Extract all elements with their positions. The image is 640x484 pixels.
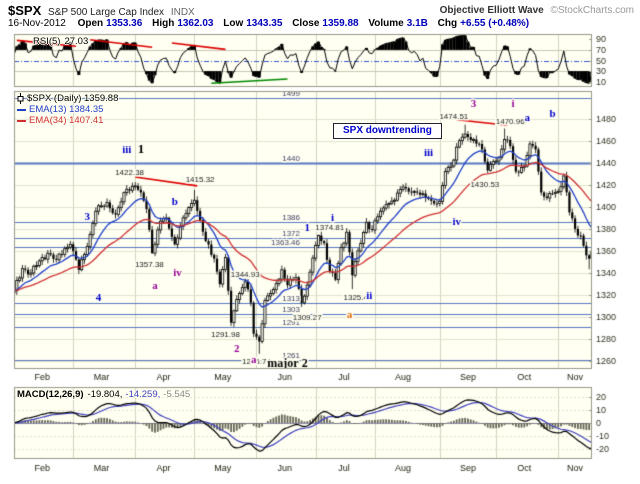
ema13-legend-text: EMA(13) 1384.35 bbox=[29, 104, 104, 115]
rsi-label: RSI(5) bbox=[33, 36, 61, 47]
price-legend: $SPX (Daily) 1359.88 EMA(13) 1384.35 EMA… bbox=[17, 93, 118, 126]
quote-low: Low 1343.35 bbox=[223, 18, 283, 29]
chart-header: $SPX S&P 500 Large Cap Index INDX Object… bbox=[8, 3, 634, 18]
index-name: S&P 500 Large Cap Index bbox=[48, 7, 165, 18]
quote-date: 16-Nov-2012 bbox=[8, 18, 66, 29]
macd-label: MACD(12,26,9) bbox=[17, 389, 84, 400]
quote-close: Close 1359.88 bbox=[292, 18, 359, 29]
quote-change: Chg +6.55 (+0.48%) bbox=[437, 18, 530, 29]
chart-author: Objective Elliott Wave bbox=[439, 5, 544, 16]
header-right: Objective Elliott Wave ©StockCharts.com bbox=[440, 5, 634, 16]
downtrending-annotation: SPX downtrending bbox=[333, 123, 442, 139]
quote-volume: Volume 3.1B bbox=[368, 18, 428, 29]
exchange-label: INDX bbox=[170, 7, 195, 18]
ticker-symbol: $SPX bbox=[8, 3, 42, 18]
ema13-legend-row: EMA(13) 1384.35 bbox=[17, 104, 118, 115]
macd-value-hist: -5.545 bbox=[163, 389, 191, 400]
rsi-legend: RSI(5) 27.03 bbox=[33, 36, 88, 47]
ema34-line-swatch bbox=[17, 119, 26, 122]
price-legend-row: $SPX (Daily) 1359.88 bbox=[17, 93, 118, 104]
rsi-value: 27.03 bbox=[64, 36, 89, 47]
quote-bar: 16-Nov-2012 Open 1353.36 High 1362.03 Low 1… bbox=[8, 18, 634, 29]
copyright: ©StockCharts.com bbox=[550, 5, 634, 16]
quote-open: Open 1353.36 bbox=[77, 18, 143, 29]
candlestick-icon bbox=[17, 93, 24, 104]
ema34-legend-text: EMA(34) 1407.41 bbox=[29, 115, 104, 126]
macd-legend: MACD(12,26,9) -19.804, -14.259, -5.545 bbox=[17, 389, 190, 400]
macd-value-signal: -14.259, bbox=[125, 389, 161, 400]
macd-value-line: -19.804, bbox=[87, 389, 123, 400]
price-legend-text: $SPX (Daily) 1359.88 bbox=[27, 93, 119, 104]
ema34-legend-row: EMA(34) 1407.41 bbox=[17, 115, 118, 126]
ema13-line-swatch bbox=[17, 108, 26, 111]
quote-high: High 1362.03 bbox=[152, 18, 214, 29]
